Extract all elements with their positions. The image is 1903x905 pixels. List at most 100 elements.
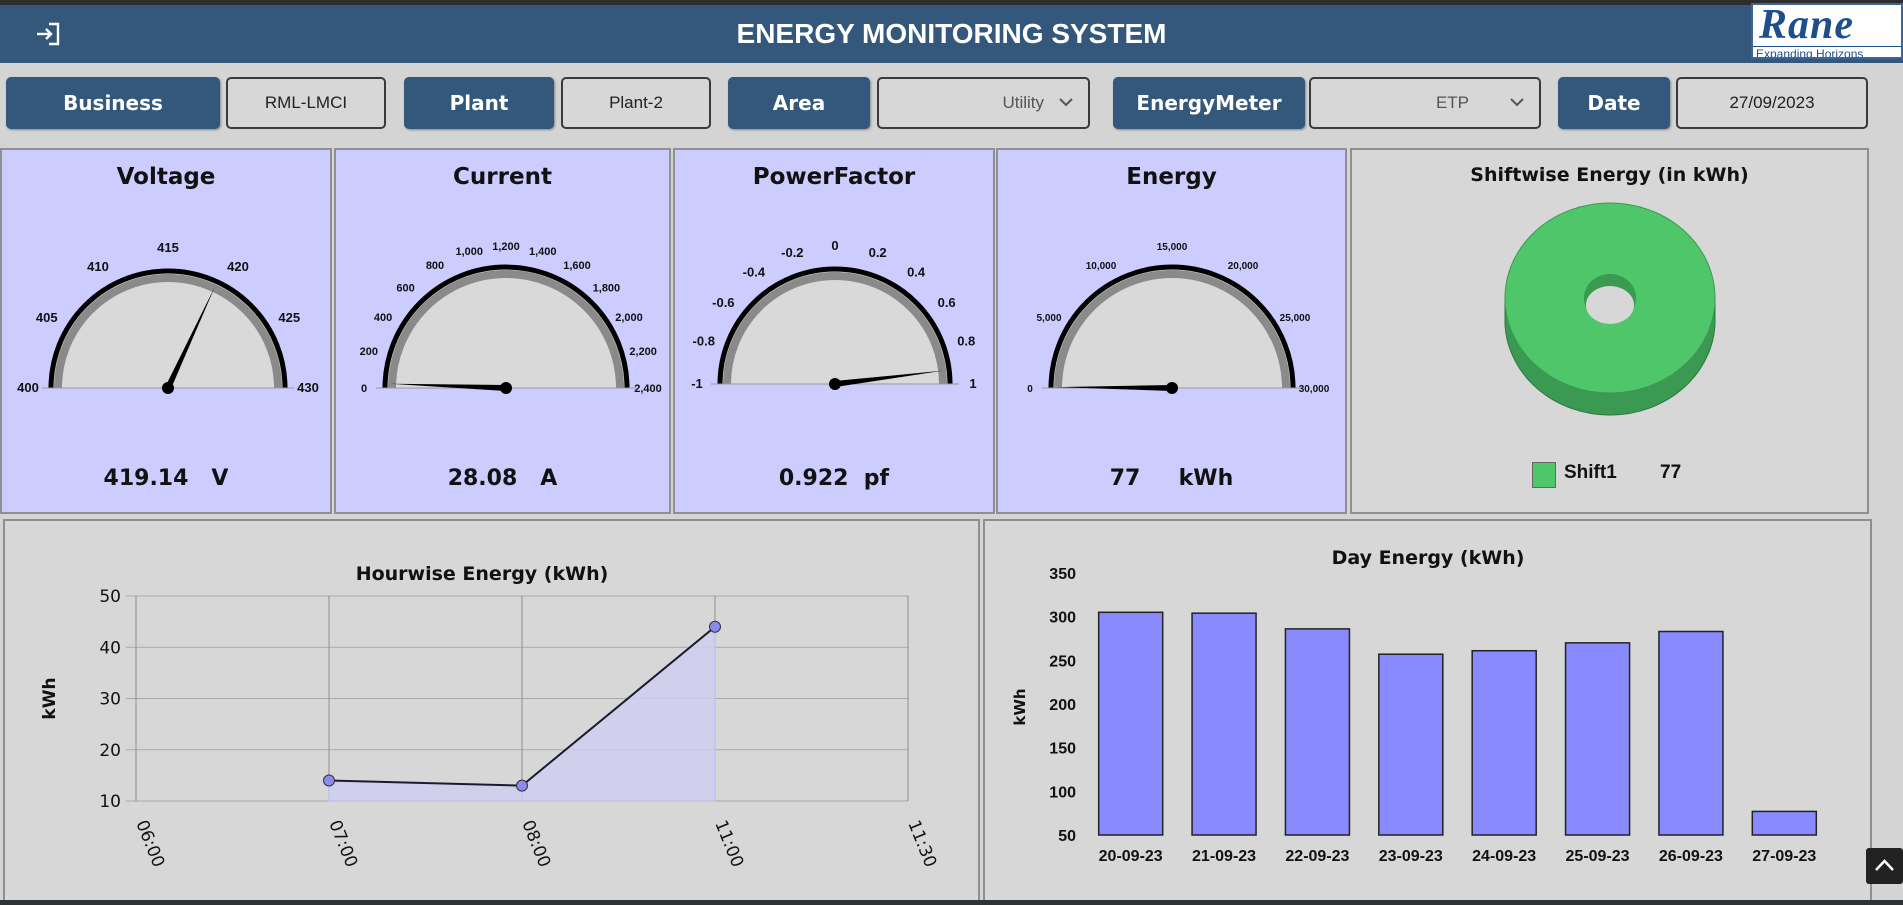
date-label: Date: [1558, 77, 1670, 129]
gauge-tick-label: 0.4: [907, 264, 926, 279]
gauge-tick-label: 415: [157, 240, 179, 255]
bar: [1097, 611, 1164, 836]
gauge-title: Current: [453, 164, 552, 190]
gauge-face: [386, 268, 626, 388]
gauge-tick-label: 0.2: [869, 245, 887, 260]
gauge-tick-label: -0.6: [712, 295, 734, 310]
gauge-tick-label: 1,200: [492, 241, 520, 253]
gauge-readout: 28.08 A: [336, 466, 669, 491]
y-tick-label: 200: [1049, 697, 1076, 714]
bar: [1658, 630, 1724, 836]
y-tick-label: 20: [99, 741, 121, 761]
gauge-tick-label: 1: [969, 376, 976, 391]
gauge-tick-label: -0.2: [781, 245, 803, 260]
y-tick-label: 10: [99, 792, 121, 812]
x-tick-label: 23-09-23: [1379, 848, 1443, 865]
chevron-up-icon: [1875, 859, 1894, 871]
gauge-needle-hub: [162, 382, 174, 394]
plant-label: Plant: [404, 77, 554, 129]
x-tick-label: 07:00: [324, 817, 361, 870]
gauge-needle-hub: [829, 378, 841, 390]
x-tick-label: 06:00: [131, 817, 168, 870]
gauge-needle: [1056, 385, 1173, 391]
window-bottom-strip: [0, 900, 1903, 905]
data-point: [323, 774, 335, 787]
logout-icon[interactable]: [34, 21, 62, 47]
y-tick-label: 100: [1049, 784, 1076, 801]
powerfactor-gauge: -1 -0.8 -0.6 -0.4 -0.2 0 0.2 0.4 0.6 0.8 1: [691, 238, 976, 391]
pie-slice: [1504, 202, 1716, 416]
gauge-needle: [390, 383, 507, 391]
gauge-tick-label: 20,000: [1228, 261, 1259, 272]
gauge-unit: A: [540, 466, 558, 491]
gauge-tick-label: 15,000: [1157, 242, 1188, 253]
gauge-value: 28.08: [447, 466, 518, 491]
gauge-title: Voltage: [116, 164, 216, 190]
day-energy-panel: Day Energy (kWh) kWh 50 100 150 200 250 300 350 2…: [983, 519, 1872, 905]
gauge-tick-label: 0: [361, 383, 367, 395]
gauge-tick-label: 0: [1027, 384, 1033, 395]
business-label: Business: [6, 77, 220, 129]
gauge-tick-label: -0.4: [743, 264, 766, 279]
energy-gauge-panel: Energy 0 5,000 10,000 15,000 20,000 25,000 30,…: [996, 148, 1347, 514]
legend-value: 77: [1660, 462, 1682, 483]
gauge-unit: V: [211, 466, 229, 491]
bar: [1191, 612, 1257, 836]
gauge-value: 419.14: [103, 466, 189, 491]
gauge-inner-ring: [54, 274, 282, 389]
chart-title: Hourwise Energy (kWh): [356, 563, 609, 585]
window-top-strip: [0, 0, 1903, 5]
y-tick-label: 40: [99, 638, 121, 658]
hourwise-energy-panel: Hourwise Energy (kWh) kWh 10 20 30 40 50 06:00 0…: [3, 519, 980, 905]
gauge-tick-label: 425: [278, 310, 300, 325]
gauge-readout: 0.922 pf: [675, 466, 993, 491]
gauge-tick-label: -0.8: [693, 333, 715, 348]
shiftwise-energy-panel: Shiftwise Energy (in kWh) Shift1 77: [1350, 148, 1869, 514]
hourwise-energy-chart: Hourwise Energy (kWh) kWh 10 20 30 40 50 06:00 0…: [40, 563, 940, 870]
plant-value[interactable]: Plant-2: [561, 77, 711, 129]
gauge-tick-label: 200: [360, 346, 378, 358]
voltage-gauge: 400 405 410 415 420 425 430: [17, 240, 319, 395]
x-tick-label: 21-09-23: [1192, 848, 1256, 865]
company-logo: Rane Expanding Horizons: [1751, 3, 1903, 59]
chart-title: Shiftwise Energy (in kWh): [1470, 164, 1749, 186]
energy-meter-dropdown[interactable]: ETP: [1309, 77, 1541, 129]
gauge-needle: [165, 286, 216, 390]
x-tick-label: 27-09-23: [1752, 848, 1816, 865]
gauge-inner-ring: [723, 272, 947, 385]
data-point: [709, 620, 721, 633]
date-value[interactable]: 27/09/2023: [1676, 77, 1868, 129]
gauge-outer-ring: [717, 266, 953, 385]
page-title: ENERGY MONITORING SYSTEM: [736, 18, 1167, 49]
legend-label: Shift1: [1564, 462, 1617, 483]
shiftwise-donut: [1504, 202, 1716, 416]
current-gauge-panel: Current 0 200 400 600 800 1,000 1,200 1,400 1,60…: [334, 148, 671, 514]
gauge-tick-label: 10,000: [1086, 261, 1117, 272]
y-tick-label: 30: [99, 690, 121, 710]
gauge-tick-label: 5,000: [1037, 313, 1062, 324]
gauge-face: [1052, 268, 1292, 388]
gauge-tick-label: 0: [831, 238, 838, 253]
gauge-outer-ring: [48, 268, 288, 389]
gauge-tick-label: 1,800: [593, 283, 621, 295]
gauge-tick-label: 1,600: [563, 260, 591, 272]
y-axis-label: kWh: [40, 677, 60, 719]
x-tick-label: 24-09-23: [1472, 848, 1536, 865]
bar: [1284, 628, 1351, 836]
y-tick-label: 50: [1058, 828, 1076, 845]
app-header: ENERGY MONITORING SYSTEM: [0, 5, 1903, 63]
gauge-title: Energy: [1126, 164, 1217, 190]
y-tick-label: 50: [99, 587, 121, 607]
area-dropdown[interactable]: Utility: [877, 77, 1090, 129]
y-axis-label: kWh: [1011, 688, 1029, 725]
bar: [1471, 649, 1537, 836]
business-value[interactable]: RML-LMCI: [226, 77, 386, 129]
y-tick-label: 350: [1049, 566, 1076, 583]
voltage-gauge-panel: Voltage 400 405 410 415 420 425 430 419.14 V: [0, 148, 332, 514]
scroll-to-top-button[interactable]: [1866, 848, 1903, 884]
gauge-title: PowerFactor: [752, 164, 916, 190]
x-tick-label: 20-09-23: [1099, 848, 1163, 865]
gauge-outer-ring: [1048, 264, 1296, 389]
gauge-outer-ring: [382, 264, 630, 389]
